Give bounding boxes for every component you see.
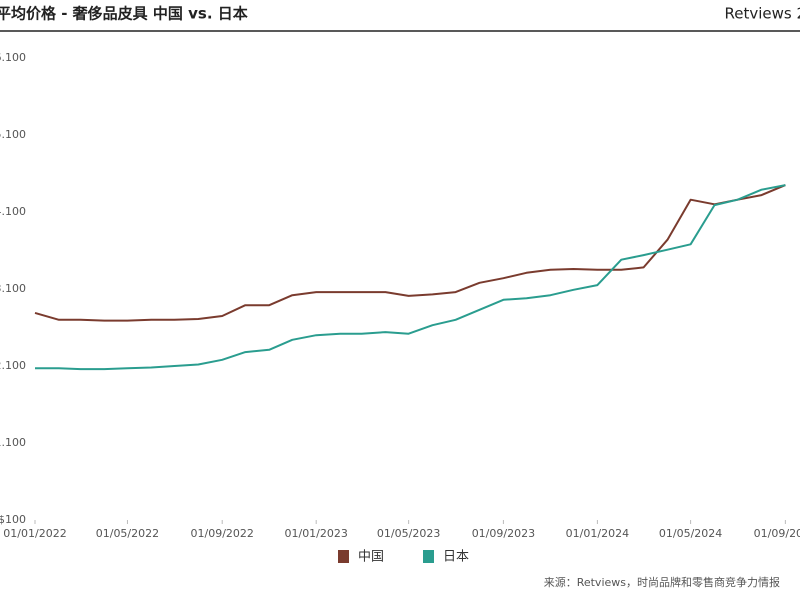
legend-swatch — [338, 550, 349, 563]
y-tick-label: $100 — [0, 513, 26, 526]
series-line — [34, 184, 786, 322]
y-tick-label: $5.100 — [0, 128, 26, 141]
brand: Retviews 2 — [724, 5, 800, 23]
y-tick-label: $4.100 — [0, 205, 26, 218]
x-tick-label: 01/01/2024 — [566, 527, 629, 540]
x-tick-label: 01/05/2022 — [96, 527, 159, 540]
y-tick-label: $3.100 — [0, 282, 26, 295]
source: 来源：Retviews，时尚品牌和零售商竞争力情报 — [544, 575, 780, 589]
x-tick-label: 01/09/2022 — [191, 527, 254, 540]
x-tick-label: 01/09/2023 — [472, 527, 535, 540]
legend-label: 日本 — [443, 550, 469, 565]
y-tick-label: $6.100 — [0, 51, 26, 64]
x-tick-label: 01/05/2023 — [377, 527, 440, 540]
x-tick-label: 01/01/2023 — [284, 527, 347, 540]
legend-swatch — [423, 550, 434, 563]
y-tick-label: $1.100 — [0, 436, 26, 449]
y-tick-label: $2.100 — [0, 359, 26, 372]
x-tick-label: 01/09/2024 — [754, 527, 800, 540]
chart-title: 平均价格 - 奢侈品皮具 中国 vs. 日本 — [0, 5, 248, 23]
series-line — [35, 184, 786, 371]
x-tick-label: 01/05/2024 — [659, 527, 722, 540]
x-tick-label: 01/01/2022 — [3, 527, 66, 540]
legend-label: 中国 — [358, 550, 384, 565]
